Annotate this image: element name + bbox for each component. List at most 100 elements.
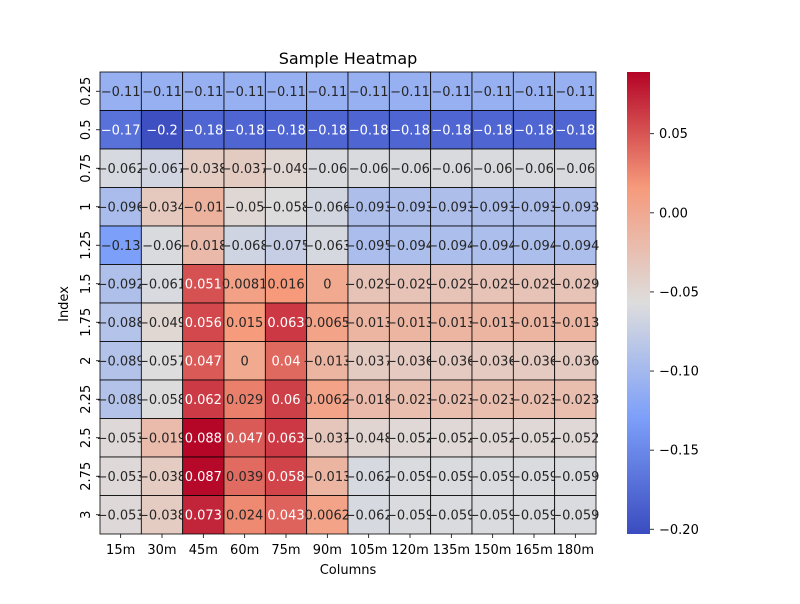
cell-value-label: −0.052 (551, 431, 599, 446)
heatmap-cell (264, 225, 308, 265)
cell-value-label: −0.029 (427, 277, 475, 292)
cell-value-label: −0.052 (386, 431, 434, 446)
cell-value-label: −0.052 (510, 431, 558, 446)
cell-value-label: −0.059 (551, 508, 599, 523)
cell-value-label: −0.094 (427, 239, 475, 254)
heatmap-cell (306, 495, 349, 535)
heatmap-cell (554, 456, 597, 496)
y-tick-label: 0.5 (79, 119, 94, 140)
cell-value-label: −0.037 (345, 354, 393, 369)
heatmap-cell (264, 110, 308, 150)
heatmap-cell (554, 187, 597, 227)
cell-value-label: 0.016 (267, 277, 304, 292)
x-tick-label: 135m (433, 543, 470, 558)
heatmap-cell (347, 225, 390, 265)
heatmap-cell (471, 264, 514, 304)
cell-value-label: −0.059 (510, 470, 558, 485)
colorbar-tick-label: −0.05 (659, 285, 699, 300)
cell-value-label: 0.0062 (305, 393, 351, 408)
heatmap-cell (182, 341, 225, 381)
heatmap-cell (388, 456, 432, 496)
x-tick-labels: 15m 30m 45m 60m 75m 90m 105m 120m 135m 150m 165m 18… (106, 534, 594, 558)
cell-value-label: −0.062 (345, 470, 393, 485)
cell-value-label: −0.063 (303, 239, 351, 254)
cell-value-label: −0.18 (183, 123, 223, 138)
cell-value-label: −0.062 (97, 162, 145, 177)
heatmap-cell (306, 110, 349, 150)
cell-value-label: −0.2 (146, 123, 178, 138)
cell-value-label: −0.013 (510, 316, 558, 331)
cell-value-label: −0.11 (349, 85, 389, 100)
heatmap-cell (430, 110, 473, 150)
cell-value-label: −0.059 (469, 470, 517, 485)
cell-value-label: −0.049 (138, 316, 186, 331)
cell-value-label: −0.062 (345, 508, 393, 523)
heatmap-cell (471, 418, 514, 458)
cell-value-label: −0.018 (179, 239, 227, 254)
cell-value-label: −0.11 (142, 85, 182, 100)
cell-value-label: 0.015 (226, 316, 263, 331)
cell-value-label: −0.095 (345, 239, 393, 254)
cell-value-label: −0.034 (138, 200, 186, 215)
cell-value-label: 0.0081 (222, 277, 268, 292)
heatmap-cell (347, 302, 390, 342)
y-tick-label: 2.75 (79, 462, 94, 491)
heatmap-cell (512, 264, 556, 304)
heatmap-cell (347, 456, 390, 496)
heatmap-cell (306, 225, 349, 265)
cell-value-label: −0.038 (138, 470, 186, 485)
cell-value-label: −0.058 (262, 200, 310, 215)
heatmap-cell (223, 379, 266, 419)
cell-value-label: −0.036 (427, 354, 475, 369)
heatmap-cell (306, 71, 349, 111)
x-tick-label: 90m (313, 543, 342, 558)
cell-value-label: 0.073 (185, 508, 222, 523)
heatmap-cell (388, 71, 432, 111)
cell-value-label: −0.067 (138, 162, 186, 177)
cell-value-label: −0.089 (97, 354, 145, 369)
cell-value-label: −0.06 (307, 162, 347, 177)
cell-value-label: −0.092 (97, 277, 145, 292)
cell-value-label: −0.013 (427, 316, 475, 331)
cell-value-label: −0.11 (555, 85, 595, 100)
cell-value-label: −0.029 (386, 277, 434, 292)
cell-value-label: 0.062 (185, 393, 222, 408)
cell-value-label: −0.11 (183, 85, 223, 100)
x-axis-label: Columns (320, 563, 377, 578)
heatmap-cell (99, 264, 142, 304)
heatmap-cell (471, 148, 514, 188)
heatmap-cell (264, 379, 308, 419)
heatmap-cell (512, 379, 556, 419)
cell-value-label: −0.023 (427, 393, 475, 408)
cell-value-label: −0.013 (345, 316, 393, 331)
heatmap-cell (512, 187, 556, 227)
y-tick-label: 2 (79, 357, 94, 365)
heatmap-cell (182, 302, 225, 342)
cell-value-label: −0.089 (97, 393, 145, 408)
cell-value-label: −0.038 (179, 162, 227, 177)
x-tick-label: 30m (147, 543, 176, 558)
cell-value-label: −0.036 (551, 354, 599, 369)
cell-value-label: 0.047 (185, 354, 222, 369)
heatmap-cell (388, 187, 432, 227)
heatmap-cell (306, 379, 349, 419)
cell-value-label: −0.013 (551, 316, 599, 331)
cell-value-label: −0.023 (551, 393, 599, 408)
cell-value-label: −0.06 (390, 162, 430, 177)
cell-value-label: −0.037 (221, 162, 269, 177)
heatmap-cell (347, 264, 390, 304)
cell-value-label: −0.18 (349, 123, 389, 138)
colorbar-tick-label: 0.05 (659, 127, 688, 142)
cell-value-label: −0.11 (307, 85, 347, 100)
heatmap-cell (512, 418, 556, 458)
cell-value-label: −0.18 (514, 123, 554, 138)
cell-value-label: 0.058 (267, 470, 304, 485)
x-tick-label: 75m (271, 543, 300, 558)
heatmap-cell (512, 341, 556, 381)
heatmap-cell (306, 341, 349, 381)
cell-value-label: −0.06 (349, 162, 389, 177)
heatmap-cell (347, 110, 390, 150)
cell-value-label: −0.019 (138, 431, 186, 446)
y-tick-label: 1.75 (79, 308, 94, 337)
heatmap-cell (140, 456, 184, 496)
